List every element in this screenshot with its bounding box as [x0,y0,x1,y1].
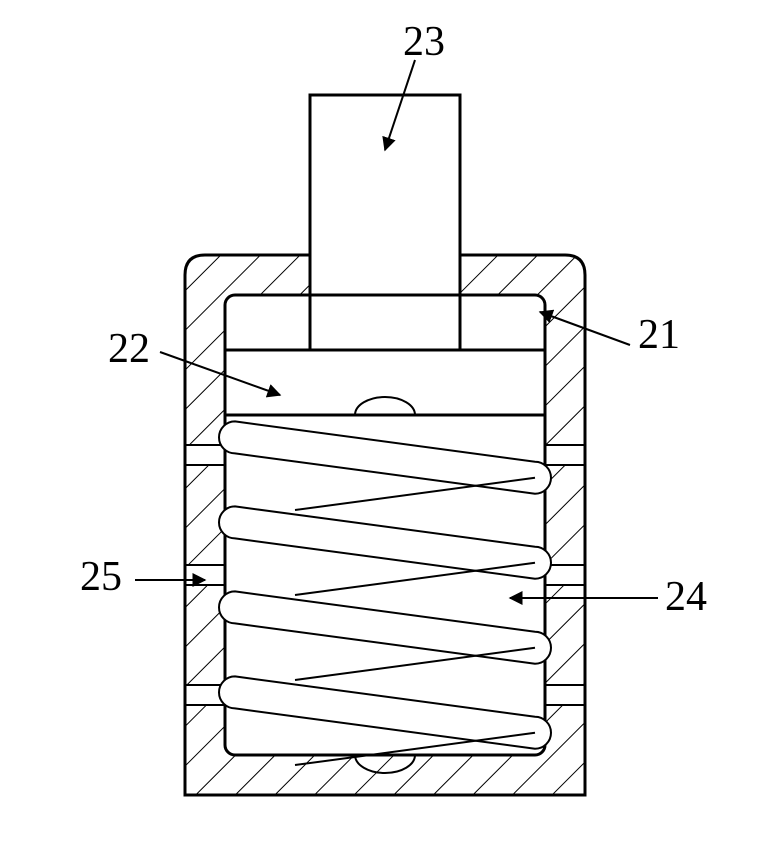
label-21: 21 [638,312,680,358]
plunger [310,95,460,300]
label-25: 25 [80,554,122,600]
label-24: 24 [665,574,707,620]
label-22: 22 [108,326,150,372]
piston-plate [225,350,545,415]
label-23: 23 [403,19,445,65]
